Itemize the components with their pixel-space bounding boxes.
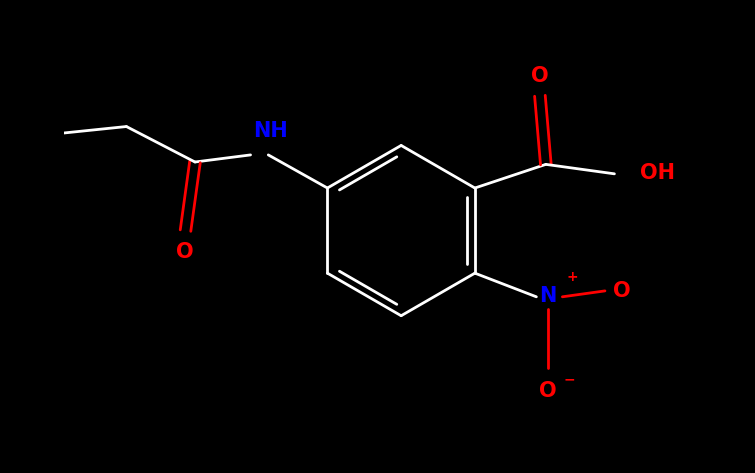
Text: O: O: [539, 381, 557, 402]
Text: −: −: [564, 373, 575, 386]
Text: OH: OH: [640, 163, 676, 183]
Text: +: +: [566, 270, 578, 284]
Text: O: O: [613, 281, 630, 301]
Text: O: O: [175, 242, 193, 262]
Text: NH: NH: [253, 121, 288, 141]
Text: O: O: [531, 66, 549, 86]
Text: N: N: [540, 286, 557, 306]
